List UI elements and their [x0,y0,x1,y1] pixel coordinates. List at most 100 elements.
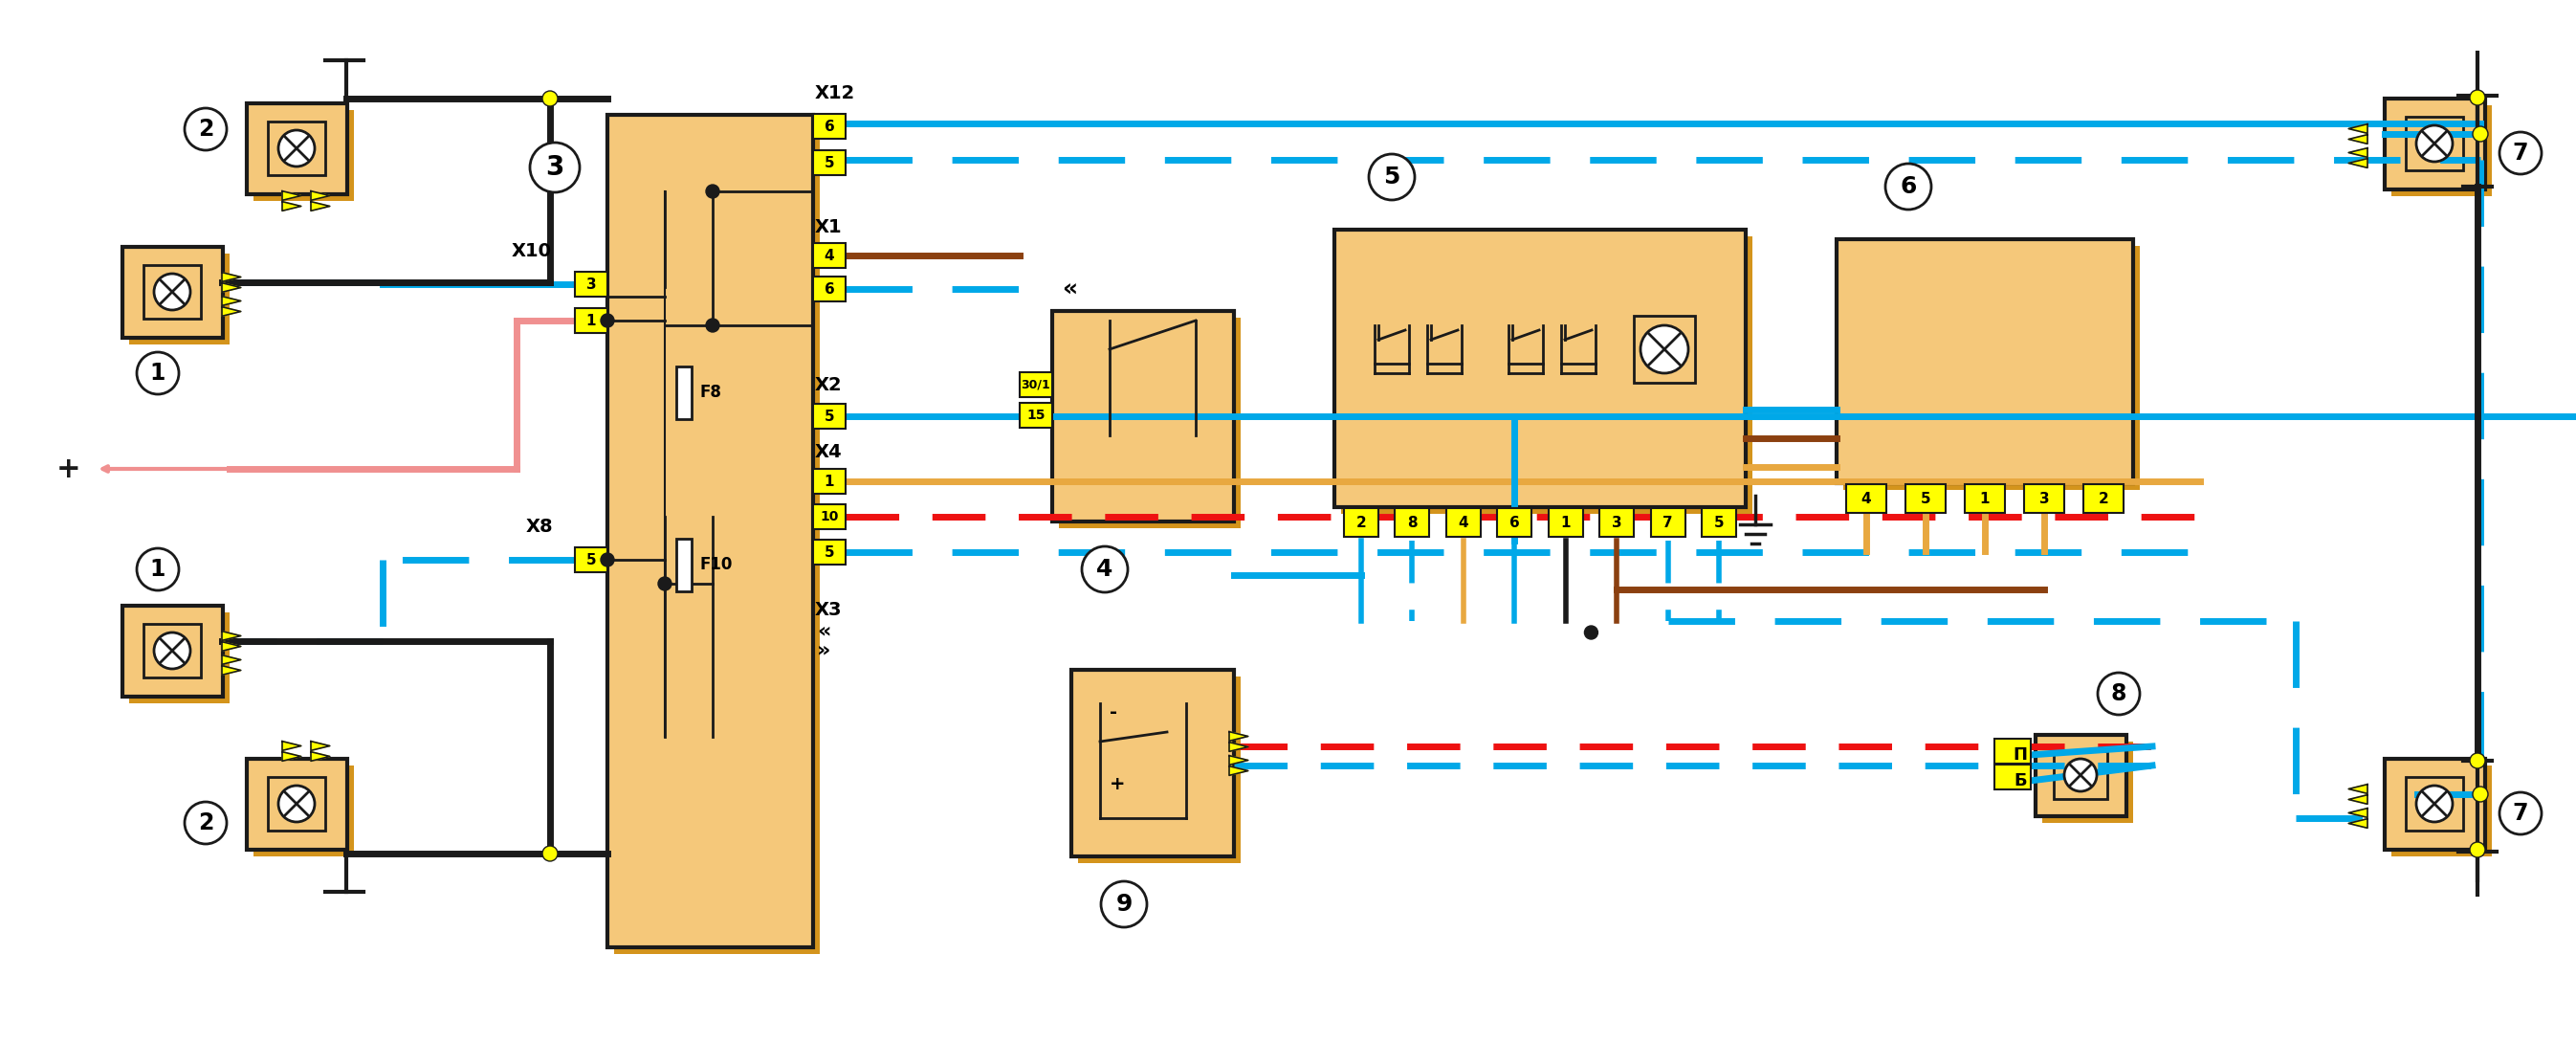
Circle shape [2470,753,2486,769]
Bar [129,612,229,703]
Bar [247,758,348,849]
Polygon shape [222,631,242,640]
Bar [1994,738,2030,763]
Text: 4: 4 [824,248,835,263]
Bar [1906,484,1945,513]
Polygon shape [222,296,242,306]
Text: 10: 10 [819,510,840,524]
Text: X3: X3 [814,601,842,620]
Circle shape [185,802,227,844]
Text: 5: 5 [1383,166,1401,189]
Bar [1994,765,2030,790]
Polygon shape [2349,124,2367,134]
Text: 2: 2 [1355,515,1365,530]
Bar [1396,508,1430,537]
Text: X2: X2 [814,377,842,394]
Polygon shape [1229,732,1249,741]
Bar [121,246,222,337]
Polygon shape [283,742,301,751]
Bar [814,404,845,429]
Text: 4: 4 [1458,515,1468,530]
Polygon shape [2349,148,2367,157]
Text: -: - [1110,703,1118,722]
Polygon shape [222,665,242,675]
Text: 1: 1 [824,475,835,488]
Bar [1548,508,1582,537]
Text: 3: 3 [2040,491,2050,506]
Text: X1: X1 [814,218,842,237]
Bar [608,115,814,947]
Bar [2053,752,2107,799]
Bar [252,110,353,200]
Polygon shape [222,283,242,292]
Bar [2025,484,2063,513]
Bar [1342,237,1752,514]
Bar [1077,677,1242,864]
Bar [2385,98,2486,189]
Bar [2084,484,2123,513]
Circle shape [657,577,672,590]
Bar [247,103,348,194]
Text: +: + [57,455,80,483]
Text: «: « [1061,278,1077,301]
Polygon shape [312,752,330,761]
Bar [2035,734,2125,816]
Bar [814,539,845,564]
Bar [1651,508,1685,537]
Bar [121,605,222,696]
Bar [814,276,845,301]
Bar [1020,403,1051,428]
Bar [814,504,845,529]
Text: 6: 6 [824,282,835,296]
Polygon shape [222,655,242,664]
Text: 5: 5 [1713,515,1723,530]
Bar [1051,311,1234,522]
Text: 1: 1 [149,558,165,581]
Bar [814,150,845,175]
Bar [574,308,608,333]
Text: 30/1: 30/1 [1020,379,1051,391]
Polygon shape [283,191,301,200]
Text: X8: X8 [526,517,554,536]
Circle shape [706,319,719,332]
Text: 2: 2 [2099,491,2110,506]
Text: 1: 1 [1561,515,1571,530]
Text: 2: 2 [198,811,214,834]
Text: 3: 3 [587,277,595,291]
Text: 6: 6 [824,119,835,134]
Text: 8: 8 [1406,515,1417,530]
Bar [814,469,845,493]
Polygon shape [312,191,330,200]
Text: 2: 2 [198,118,214,141]
Bar [1497,508,1533,537]
Text: 6: 6 [1901,175,1917,198]
Bar [2391,104,2491,196]
Circle shape [2470,842,2486,857]
Circle shape [137,353,178,394]
Polygon shape [1229,767,1249,775]
Text: +: + [1110,775,1126,794]
Bar [574,548,608,573]
Text: 15: 15 [1028,409,1046,422]
Bar [1844,246,2141,490]
Circle shape [2473,786,2488,802]
Polygon shape [2349,795,2367,804]
Circle shape [544,91,556,106]
Bar [129,253,229,344]
Circle shape [2097,673,2141,714]
Bar [1965,484,2004,513]
Circle shape [1641,325,1687,373]
Text: 1: 1 [587,313,595,328]
Polygon shape [283,752,301,761]
Circle shape [278,130,314,167]
Circle shape [2416,785,2452,822]
Bar [1345,508,1378,537]
Polygon shape [2349,808,2367,818]
Text: 5: 5 [824,409,835,423]
Bar [1334,229,1747,507]
Bar [677,366,690,418]
Polygon shape [2349,159,2367,168]
Text: 4: 4 [1097,558,1113,581]
Circle shape [531,143,580,192]
Circle shape [1368,154,1414,200]
